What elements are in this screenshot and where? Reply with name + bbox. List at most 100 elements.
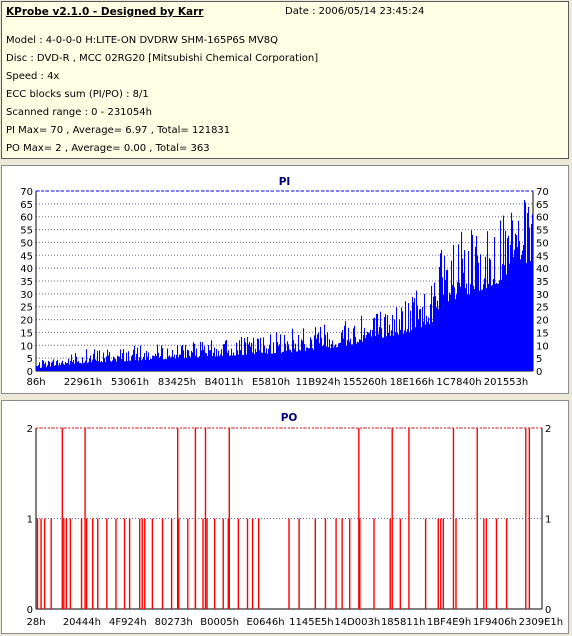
pi-xtick-label: 18E166h <box>390 377 434 388</box>
pi-bar <box>488 283 490 371</box>
pi-bar <box>377 313 379 371</box>
pi-bar <box>465 288 467 371</box>
pi-bar <box>122 353 124 371</box>
pi-bar <box>389 324 391 371</box>
pi-bar <box>317 334 319 371</box>
pi-bar <box>267 353 269 371</box>
pi-bar <box>356 343 358 371</box>
pi-bar <box>367 331 369 371</box>
scan-date: Date : 2006/05/14 23:45:24 <box>285 6 425 17</box>
pi-bar <box>460 286 462 371</box>
pi-bar <box>115 359 117 371</box>
pi-ytick-right: 0 <box>536 367 542 378</box>
pi-bar <box>326 346 328 371</box>
pi-bar <box>69 364 71 371</box>
pi-bar <box>250 346 252 371</box>
po-xtick-label: B0005h <box>200 617 239 628</box>
pi-bar <box>253 337 255 371</box>
po-ytick-left: 2 <box>27 424 33 435</box>
pi-bar <box>378 334 380 371</box>
pi-bar <box>153 355 155 371</box>
pi-stats-line: PI Max= 70 , Average= 6.97 , Total= 1218… <box>6 125 231 136</box>
pi-bar <box>189 355 191 371</box>
pi-bar <box>515 233 517 371</box>
pi-bar <box>254 354 256 371</box>
pi-bar <box>235 355 237 371</box>
pi-bar <box>114 357 116 371</box>
pi-bar <box>43 360 45 371</box>
pi-bar <box>373 318 375 371</box>
pi-bar <box>213 352 215 371</box>
pi-bar <box>226 340 228 371</box>
pi-bar <box>63 363 65 371</box>
pi-bar <box>260 337 262 371</box>
pi-bar <box>101 361 103 371</box>
pi-bar <box>50 366 52 371</box>
pi-bar <box>148 352 150 371</box>
pi-bar <box>393 335 395 371</box>
pi-bar <box>190 357 192 371</box>
pi-bar <box>329 339 331 371</box>
pi-ytick-left: 35 <box>20 277 33 288</box>
pi-bar <box>66 363 68 371</box>
pi-bar <box>83 363 85 371</box>
pi-bar <box>457 282 459 371</box>
pi-bar <box>279 344 281 371</box>
pi-bar <box>186 358 188 371</box>
pi-bar <box>52 361 54 371</box>
pi-bar <box>308 348 310 371</box>
pi-bar <box>286 350 288 371</box>
pi-bar <box>491 285 493 371</box>
pi-bar <box>108 355 110 371</box>
po-ytick-left: 1 <box>27 515 33 526</box>
pi-bar <box>199 356 201 371</box>
pi-bar <box>270 334 272 371</box>
pi-chart-panel: PI 0 0 5 5 10 10 15 15 20 20 25 25 30 30 35 35 40 40 45 45 50… <box>1 165 569 394</box>
pi-bar <box>89 358 91 371</box>
pi-bar <box>287 341 289 371</box>
pi-bar <box>96 360 98 371</box>
pi-bar <box>330 348 332 371</box>
pi-bar <box>349 341 351 371</box>
pi-bar <box>400 329 402 371</box>
pi-bar <box>230 355 232 371</box>
pi-bar <box>452 285 454 371</box>
pi-bar <box>371 336 373 371</box>
pi-bar <box>513 257 515 371</box>
pi-bar <box>458 244 460 371</box>
pi-bar <box>243 354 245 371</box>
pi-bar <box>105 361 107 371</box>
pi-bar <box>443 294 445 371</box>
pi-bar <box>85 360 87 371</box>
pi-ytick-right: 15 <box>536 328 549 339</box>
po-xtick-label: 4F924h <box>109 617 147 628</box>
pi-bar <box>511 212 513 371</box>
pi-bar <box>197 357 199 371</box>
pi-bar <box>310 337 312 371</box>
pi-bar <box>322 346 324 371</box>
pi-bar <box>275 353 277 371</box>
pi-bar <box>48 360 50 371</box>
pi-bar <box>94 349 96 371</box>
pi-bar <box>134 345 136 371</box>
pi-bar <box>130 360 132 371</box>
pi-bar <box>312 348 314 371</box>
pi-bar <box>204 346 206 371</box>
pi-bar <box>305 350 307 371</box>
pi-bar <box>318 332 320 371</box>
pi-bar <box>57 359 59 371</box>
pi-bar <box>433 296 435 371</box>
pi-bar <box>413 302 415 371</box>
pi-bar <box>451 260 453 371</box>
pi-bar <box>514 249 516 371</box>
pi-bar <box>81 363 83 371</box>
pi-ytick-left: 30 <box>20 290 33 301</box>
pi-bar <box>365 337 367 371</box>
pi-ytick-left: 40 <box>20 264 33 275</box>
pi-bar <box>492 284 494 371</box>
pi-bar <box>419 309 421 371</box>
pi-bar <box>289 349 291 371</box>
pi-bar <box>462 258 464 371</box>
pi-bar <box>475 246 477 371</box>
